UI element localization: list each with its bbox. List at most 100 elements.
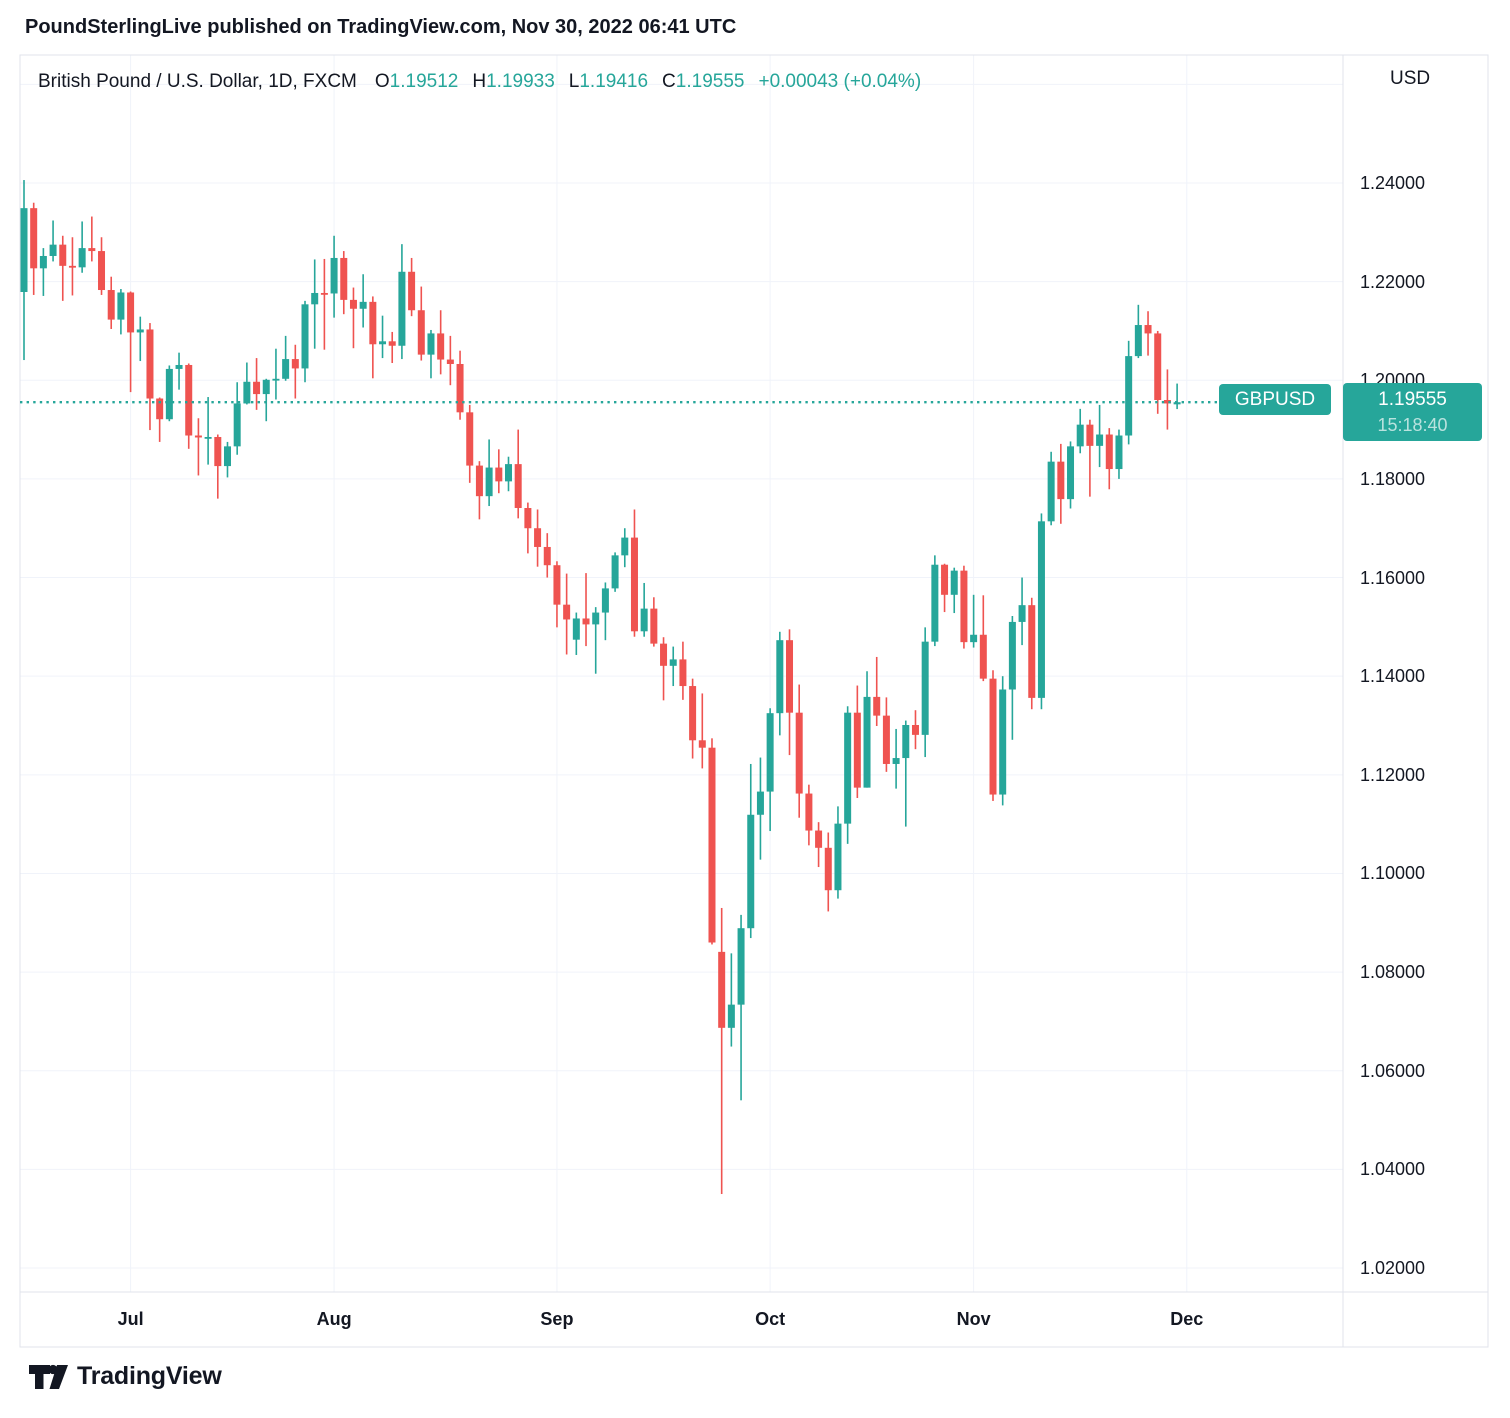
candle-body [640, 608, 648, 632]
time-axis-label: Aug [316, 1309, 352, 1329]
candle-body [427, 333, 435, 355]
time-axis-label: Nov [956, 1309, 991, 1329]
candle-body [156, 398, 164, 420]
candle-wick [81, 221, 83, 273]
candle-body [795, 712, 803, 794]
candle-wick [662, 637, 665, 701]
candle-body [1086, 424, 1094, 446]
candle-body [417, 310, 425, 355]
candle-body [49, 244, 57, 256]
candle-body [233, 403, 241, 447]
candle-body [815, 830, 823, 848]
candle-body [243, 381, 251, 404]
candle-body [863, 696, 871, 788]
candle-body [320, 292, 328, 295]
candle-wick [391, 331, 394, 364]
candle-wick [701, 693, 704, 769]
price-axis-label: 1.02000 [1360, 1257, 1426, 1278]
candle-body [1115, 435, 1123, 470]
candle-body [892, 758, 900, 764]
candle-body [204, 436, 212, 439]
candle-body [718, 951, 726, 1028]
candle-body [446, 359, 454, 364]
candle-body [253, 381, 261, 395]
candle-body [727, 1004, 735, 1028]
price-axis-label: 1.14000 [1360, 666, 1426, 687]
price-line-symbol-text: GBPUSD [1234, 388, 1316, 410]
candle-body [873, 696, 881, 716]
candle-wick [294, 344, 297, 399]
candle-body [30, 208, 38, 269]
time-axis-label: Dec [1170, 1309, 1204, 1329]
candle-body [621, 537, 629, 556]
candle-body [272, 378, 280, 381]
bar-countdown: 15:18:40 [1377, 415, 1448, 435]
tradingview-branding[interactable]: TradingView [28, 1362, 222, 1391]
candle-body [931, 564, 939, 642]
candle-body [127, 292, 135, 333]
candle-body [495, 467, 503, 482]
candle-body [223, 446, 231, 467]
candle-body [185, 364, 193, 436]
candle-wick [1166, 369, 1169, 430]
candle-body [175, 364, 183, 369]
candle-wick [1089, 419, 1091, 497]
attribution-text[interactable]: PoundSterlingLive published on TradingVi… [25, 16, 737, 38]
time-axis-label: Oct [755, 1309, 786, 1329]
candle-body [1125, 356, 1133, 436]
candle-wick [352, 287, 355, 349]
candle-body [844, 712, 852, 824]
candle-body [146, 329, 154, 399]
candle-body [107, 290, 115, 320]
candle-body [572, 618, 580, 640]
candle-body [379, 341, 387, 345]
candle-body [756, 791, 764, 815]
candle-wick [585, 573, 587, 647]
candle-body [408, 271, 416, 311]
candle-wick [362, 274, 364, 328]
candle-body [960, 570, 968, 643]
price-axis-label: 1.06000 [1360, 1060, 1426, 1081]
candle-body [301, 304, 309, 369]
candle-body [630, 537, 638, 632]
candle-body [388, 341, 396, 346]
candle-body [1076, 424, 1084, 447]
candle-body [456, 363, 464, 413]
candle-body [708, 747, 716, 943]
price-axis-currency-label: USD [1390, 68, 1431, 89]
time-axis-label: Sep [540, 1309, 574, 1329]
candle-wick [284, 335, 287, 381]
candle-wick [265, 378, 268, 422]
candle-body [1154, 333, 1162, 400]
candle-wick [178, 352, 180, 390]
candle-body [611, 555, 619, 589]
price-axis-label: 1.08000 [1360, 962, 1426, 983]
candle-body [98, 251, 106, 291]
candle-body [941, 564, 949, 595]
candle-wick [323, 258, 326, 350]
symbol-title[interactable]: British Pound / U.S. Dollar, 1D, FXCM [38, 71, 357, 92]
candle-wick [129, 291, 132, 393]
candle-body [786, 640, 794, 713]
candle-body [1105, 434, 1113, 470]
candle-body [679, 659, 687, 687]
candle-body [262, 379, 270, 395]
candle-wick [904, 720, 907, 827]
candle-body [979, 634, 987, 679]
candle-wick [52, 220, 54, 262]
candle-body [437, 333, 445, 360]
candle-wick [972, 594, 975, 648]
candle-body [59, 244, 67, 266]
candle-body [1028, 605, 1036, 698]
candle-body [563, 604, 571, 620]
tradingview-brand-text: TradingView [77, 1362, 222, 1390]
candle-wick [740, 914, 742, 1101]
candle-body [698, 740, 706, 748]
last-price-value: 1.19555 [1378, 389, 1447, 410]
candle-body [505, 464, 512, 482]
candle-body [1096, 434, 1104, 446]
candle-body [311, 292, 319, 305]
tradingview-logo-icon [29, 1364, 68, 1389]
candle-wick [91, 216, 93, 262]
